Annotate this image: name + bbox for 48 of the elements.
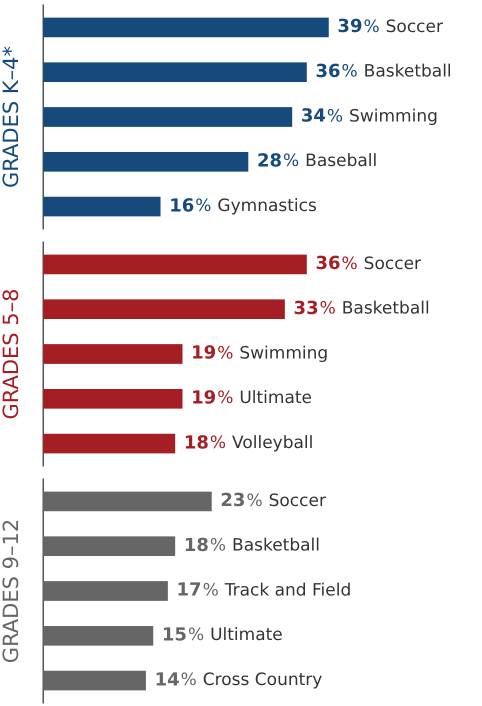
category-label: Soccer (386, 16, 443, 37)
bar (43, 492, 212, 512)
category-label: Ultimate (210, 625, 283, 646)
bar (43, 670, 146, 690)
y-axis-title: GRADES K–4* (0, 46, 24, 188)
bar (43, 434, 176, 454)
data-label: 36% (315, 60, 358, 82)
data-label: 34% (300, 106, 344, 127)
category-label: Swimming (349, 106, 438, 126)
bar (43, 107, 292, 127)
category-label: Gymnastics (217, 196, 317, 216)
category-label: Basketball (342, 298, 430, 319)
bar (43, 62, 307, 82)
category-label: Basketball (364, 62, 452, 82)
data-label: 33% (294, 298, 336, 319)
data-label: 39% (337, 16, 380, 38)
data-label: 23% (220, 490, 263, 512)
bar (43, 344, 182, 364)
bar (43, 581, 168, 601)
bar (43, 18, 329, 38)
category-label: Track and Field (224, 580, 352, 600)
bar (43, 299, 285, 320)
data-label: 17% (176, 580, 219, 601)
y-axis-title: GRADES 9–12 (0, 518, 24, 664)
bar (43, 152, 248, 172)
data-label: 36% (315, 253, 358, 274)
bar (43, 388, 182, 409)
bar (43, 536, 176, 556)
data-label: 19% (191, 342, 234, 364)
category-label: Volleyball (232, 433, 314, 454)
data-label: 19% (191, 387, 234, 408)
category-label: Soccer (268, 490, 326, 511)
category-label: Basketball (232, 536, 320, 556)
y-axis-title: GRADES 5–8 (0, 288, 24, 420)
category-label: Baseball (305, 151, 378, 172)
data-label: 18% (184, 432, 226, 454)
data-label: 28% (256, 150, 300, 172)
data-label: 16% (169, 195, 212, 216)
data-label: 14% (154, 669, 197, 690)
category-label: Ultimate (239, 388, 312, 408)
bar (43, 196, 161, 216)
category-label: Soccer (364, 254, 422, 274)
data-label: 15% (162, 624, 204, 646)
bar (43, 254, 307, 274)
data-label: 18% (184, 534, 226, 556)
category-label: Swimming (239, 343, 328, 364)
bar (43, 626, 154, 646)
category-label: Cross Country (202, 670, 322, 690)
